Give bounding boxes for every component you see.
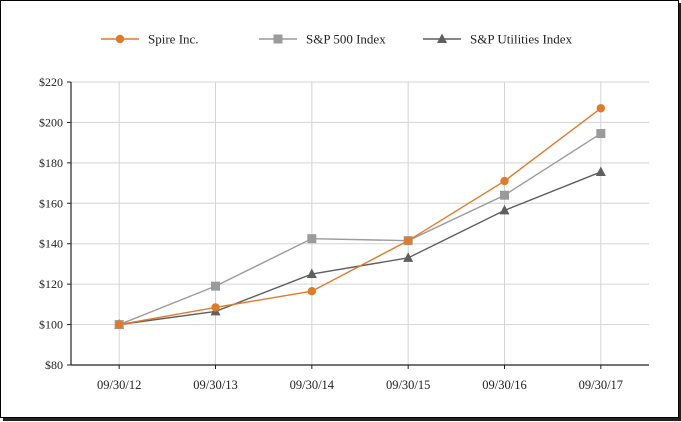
series-group <box>114 104 606 330</box>
legend-marker <box>437 33 447 43</box>
axes <box>67 81 649 369</box>
data-point <box>595 166 606 176</box>
data-point <box>114 320 124 329</box>
data-point <box>403 252 414 262</box>
legend-marker <box>115 34 125 44</box>
series-line <box>119 107 602 326</box>
grid <box>71 81 649 365</box>
data-point <box>499 204 510 215</box>
series-0 <box>114 104 606 329</box>
x-tick-label: 09/30/12 <box>97 378 141 392</box>
data-point <box>500 190 509 200</box>
y-tick-label: $80 <box>45 358 63 372</box>
legend-item: S&P 500 Index <box>259 32 386 47</box>
legend-marker <box>273 34 283 44</box>
x-tick-label: 09/30/15 <box>386 378 430 392</box>
y-tick-label: $220 <box>39 75 63 89</box>
series-line <box>118 132 602 326</box>
legend-label: S&P 500 Index <box>306 32 386 47</box>
legend-item: S&P Utilities Index <box>423 32 573 47</box>
series-1 <box>114 129 606 330</box>
series-2 <box>114 166 606 329</box>
data-point <box>500 176 509 186</box>
data-point <box>596 104 606 113</box>
tick-labels: $80 $100 $120 $140 $160 $180 $200 $220 09/30/12 0… <box>39 75 623 392</box>
legend: Spire Inc. S&P 500 Index S&P Utilities Ind… <box>101 32 573 47</box>
data-point <box>307 287 317 296</box>
data-point <box>211 281 220 291</box>
legend-item: Spire Inc. <box>101 32 199 47</box>
y-tick-label: $120 <box>39 277 63 291</box>
y-tick-label: $140 <box>39 237 63 251</box>
x-tick-label: 09/30/16 <box>482 378 526 392</box>
data-point <box>306 268 317 279</box>
data-point <box>307 234 317 244</box>
data-point <box>596 129 606 139</box>
y-tick-label: $200 <box>39 115 63 129</box>
y-tick-label: $160 <box>39 196 63 210</box>
series-line <box>119 171 602 326</box>
y-tick-label: $100 <box>39 318 63 332</box>
data-point <box>211 303 220 312</box>
y-tick-label: $180 <box>39 156 63 170</box>
legend-label: S&P Utilities Index <box>470 32 573 47</box>
x-tick-label: 09/30/17 <box>579 378 623 392</box>
x-tick-label: 09/30/14 <box>290 378 335 392</box>
data-point <box>403 236 413 245</box>
line-chart: Spire Inc. S&P 500 Index S&P Utilities Ind… <box>39 32 649 392</box>
x-tick-label: 09/30/13 <box>193 378 237 392</box>
legend-label: Spire Inc. <box>148 32 199 47</box>
